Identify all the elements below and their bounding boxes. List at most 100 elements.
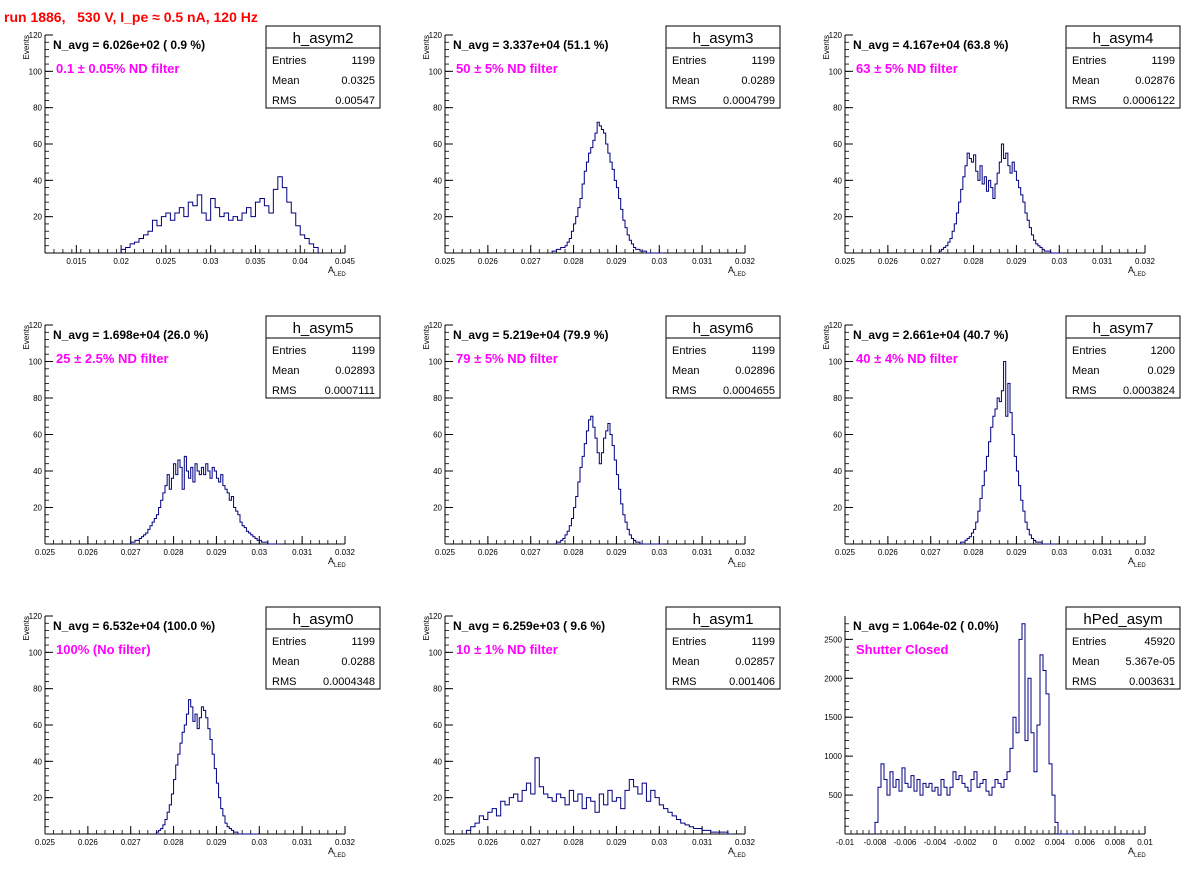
x-tick-label: 0.03 xyxy=(203,257,219,266)
y-tick-label: 20 xyxy=(33,504,42,513)
x-tick-label: 0.04 xyxy=(292,257,308,266)
x-tick-label: 0.029 xyxy=(206,548,227,557)
stats-value: 0.003631 xyxy=(1129,676,1175,688)
x-tick-label: 0.032 xyxy=(335,838,356,847)
stats-value: 0.00547 xyxy=(335,95,375,107)
stats-value: 0.02893 xyxy=(335,365,375,377)
stats-box xyxy=(265,606,381,690)
stats-box xyxy=(1065,25,1181,109)
x-tick-label: 0.031 xyxy=(292,548,313,557)
x-tick-label: 0.025 xyxy=(435,548,456,557)
x-tick-label: 0.025 xyxy=(156,257,177,266)
y-tick-label: 1000 xyxy=(824,752,842,761)
histogram-name: h_asym7 xyxy=(1093,320,1154,337)
n-avg-label: N_avg = 6.026e+02 ( 0.9 %) xyxy=(53,38,205,52)
filter-annotation: 40 ± 4% ND filter xyxy=(856,351,958,366)
x-tick-label: 0.032 xyxy=(735,257,756,266)
x-tick-label: 0.006 xyxy=(1075,838,1096,847)
histogram-name: h_asym3 xyxy=(693,30,754,47)
x-tick-label: 0.025 xyxy=(835,548,856,557)
stats-key: Entries xyxy=(672,345,707,357)
x-tick-label: 0.026 xyxy=(78,838,99,847)
y-tick-label: 80 xyxy=(433,104,442,113)
stats-key: Entries xyxy=(1072,636,1107,648)
stats-key: RMS xyxy=(672,385,696,397)
stats-box xyxy=(665,315,781,399)
x-tick-label: 0.029 xyxy=(606,548,627,557)
stats-value: 1200 xyxy=(1151,345,1175,357)
x-tick-label: 0.027 xyxy=(121,548,142,557)
y-tick-label: 60 xyxy=(833,431,842,440)
y-axis-title: Events xyxy=(422,325,431,349)
histogram-panel-h_asym5: 20 40 60 80 100 120 0.025 0.026 0.027 0.028 0.029 0… xyxy=(22,315,381,569)
y-tick-label: 20 xyxy=(433,213,442,222)
stats-key: RMS xyxy=(672,676,696,688)
stats-key: RMS xyxy=(1072,95,1096,107)
x-tick-label: 0 xyxy=(993,838,998,847)
histogram-series xyxy=(938,143,1062,254)
stats-value: 1199 xyxy=(751,345,775,357)
y-tick-label: 60 xyxy=(433,431,442,440)
y-tick-label: 40 xyxy=(833,467,842,476)
y-tick-label: 1500 xyxy=(824,713,842,722)
y-tick-label: 80 xyxy=(833,104,842,113)
stats-key: Mean xyxy=(672,365,700,377)
y-tick-label: 120 xyxy=(29,31,43,40)
stats-value: 1199 xyxy=(351,636,375,648)
stats-key: Entries xyxy=(672,636,707,648)
y-axis-title: Events xyxy=(22,35,31,59)
histogram-name: h_asym0 xyxy=(293,611,354,628)
n-avg-label: N_avg = 2.661e+04 (40.7 %) xyxy=(853,328,1008,342)
y-tick-label: 40 xyxy=(833,176,842,185)
y-tick-label: 100 xyxy=(429,358,443,367)
y-tick-label: 40 xyxy=(33,176,42,185)
stats-value: 1199 xyxy=(1151,55,1175,67)
y-tick-label: 120 xyxy=(429,612,443,621)
x-tick-label: 0.031 xyxy=(292,838,313,847)
n-avg-label: N_avg = 4.167e+04 (63.8 %) xyxy=(853,38,1008,52)
filter-annotation: 0.1 ± 0.05% ND filter xyxy=(56,61,179,76)
n-avg-label: N_avg = 6.532e+04 (100.0 %) xyxy=(53,619,215,633)
y-tick-label: 60 xyxy=(33,140,42,149)
stats-key: Mean xyxy=(672,75,700,87)
x-tick-label: 0.027 xyxy=(521,838,542,847)
x-tick-label: 0.027 xyxy=(921,548,942,557)
x-tick-label: -0.002 xyxy=(954,838,977,847)
filter-annotation: 10 ± 1% ND filter xyxy=(456,642,558,657)
x-tick-label: 0.015 xyxy=(66,257,87,266)
stats-key: RMS xyxy=(1072,676,1096,688)
x-tick-label: 0.027 xyxy=(521,548,542,557)
stats-key: RMS xyxy=(672,95,696,107)
x-tick-label: 0.029 xyxy=(606,257,627,266)
y-tick-label: 20 xyxy=(833,504,842,513)
histogram-name: h_asym1 xyxy=(693,611,754,628)
histogram-name: hPed_asym xyxy=(1083,611,1162,628)
x-axis-title: ALED xyxy=(1128,556,1146,569)
y-axis-title: Events xyxy=(822,35,831,59)
y-tick-label: 80 xyxy=(833,394,842,403)
x-tick-label: 0.031 xyxy=(1092,257,1113,266)
histogram-series xyxy=(874,623,1073,835)
stats-value: 0.02857 xyxy=(735,656,775,668)
x-tick-label: 0.028 xyxy=(964,257,985,266)
y-tick-label: 120 xyxy=(29,612,43,621)
histogram-name: h_asym4 xyxy=(1093,30,1154,47)
x-tick-label: 0.031 xyxy=(1092,548,1113,557)
y-axis-title: Events xyxy=(822,325,831,349)
y-tick-label: 2500 xyxy=(824,635,842,644)
stats-box xyxy=(265,315,381,399)
y-tick-label: 100 xyxy=(829,358,843,367)
x-tick-label: 0.029 xyxy=(606,838,627,847)
histogram-panel-h_asym1: 20 40 60 80 100 120 0.025 0.026 0.027 0.028 0.029 0… xyxy=(422,606,781,859)
y-tick-label: 20 xyxy=(33,794,42,803)
x-tick-label: 0.035 xyxy=(245,257,266,266)
stats-key: Mean xyxy=(672,656,700,668)
stats-key: Mean xyxy=(272,365,300,377)
stats-value: 0.0004348 xyxy=(323,676,375,688)
y-tick-label: 40 xyxy=(433,176,442,185)
x-tick-label: 0.032 xyxy=(1135,257,1156,266)
histogram-panel-h_asym2: 20 40 60 80 100 120 0.015 0.02 0.025 0.03 0.035 0.0… xyxy=(22,25,381,278)
x-tick-label: 0.032 xyxy=(1135,548,1156,557)
y-tick-label: 100 xyxy=(429,648,443,657)
histogram-panel-h_asym0: 20 40 60 80 100 120 0.025 0.026 0.027 0.028 0.029 0… xyxy=(22,606,381,859)
